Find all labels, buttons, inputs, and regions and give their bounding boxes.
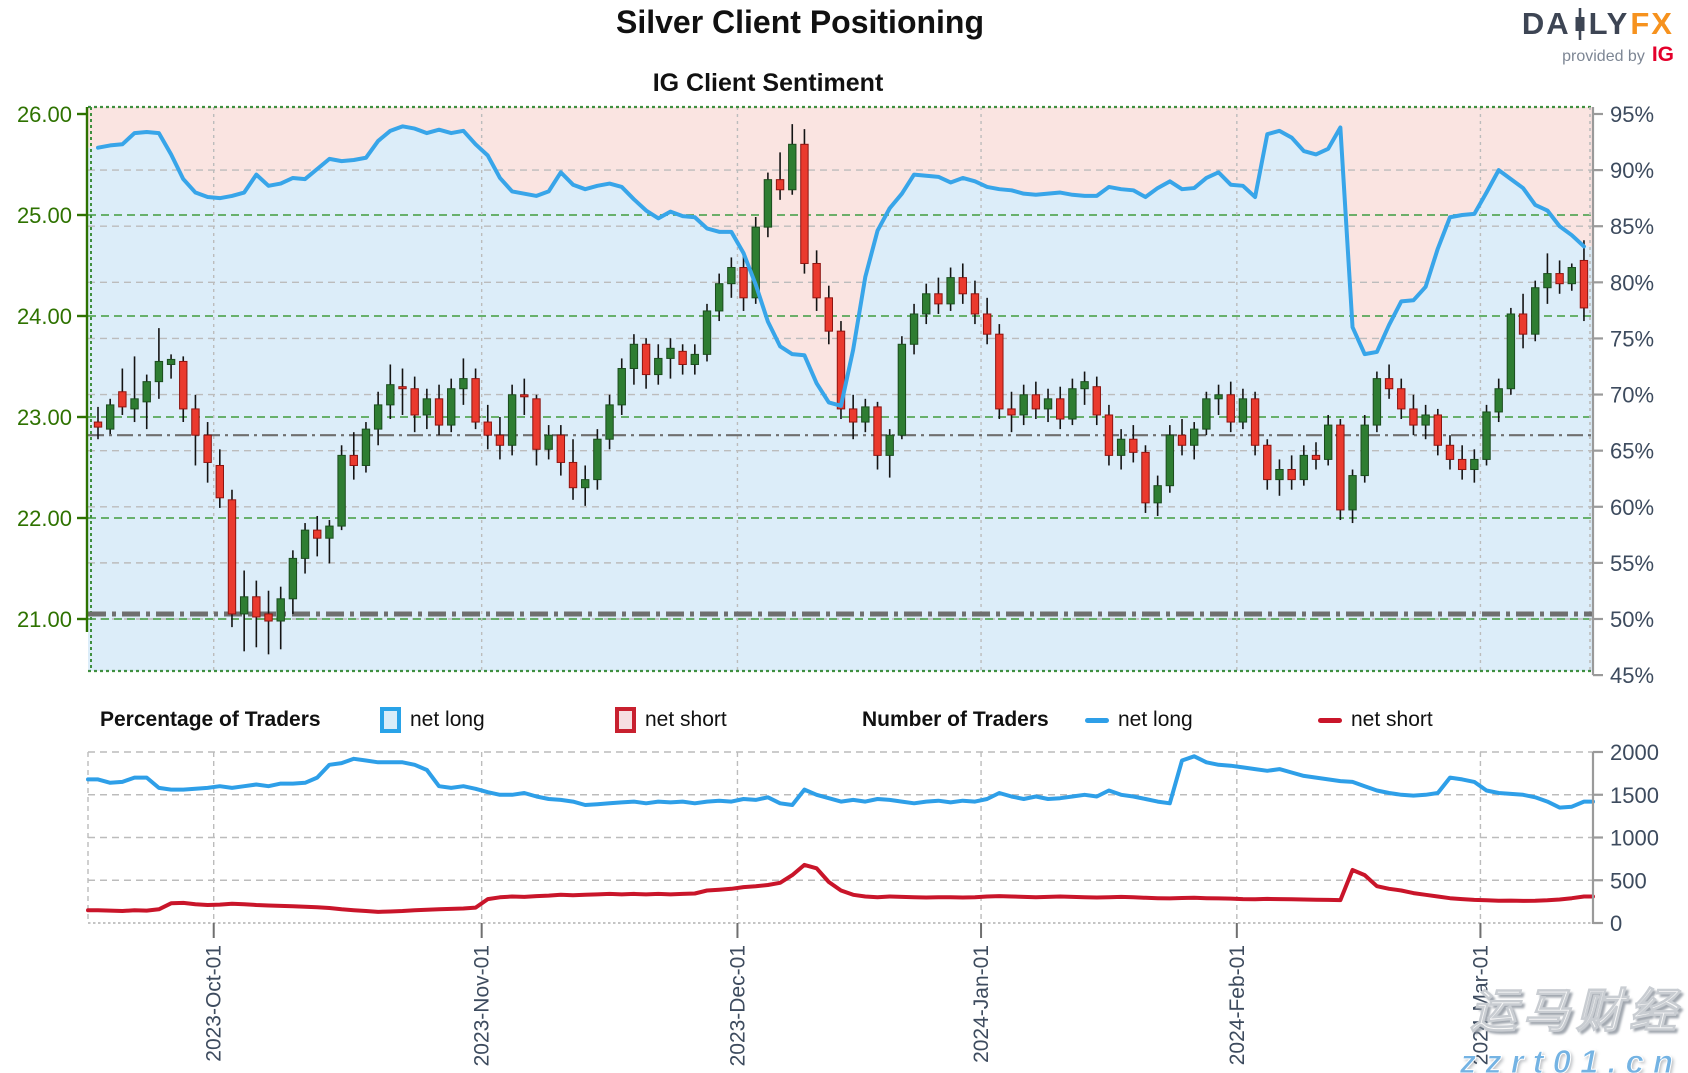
count-tick-label: 1000: [1610, 826, 1659, 851]
dailyfx-logo-wordmark: DA LY FX: [1522, 6, 1674, 42]
percent-tick-label: 50%: [1610, 607, 1654, 632]
legend-text-num-net-short: net short: [1351, 708, 1433, 731]
net-long-pct-line: [96, 124, 1586, 408]
date-tick-label: 2024-Mar-01: [1469, 945, 1492, 1065]
dailyfx-logo: DA LY FX provided by IG: [1522, 6, 1674, 67]
price-tick-label: 23.00: [17, 405, 72, 430]
chart-subtitle: IG Client Sentiment: [652, 69, 884, 97]
legend-item-num-net-short: net short: [1318, 703, 1433, 737]
net-long-pct-area-below: [88, 126, 1593, 672]
legend-text-num-net-long: net long: [1118, 708, 1193, 731]
percent-tick-label: 45%: [1610, 663, 1654, 688]
percent-tick-label: 80%: [1610, 270, 1654, 295]
net-long-pct-area-above: [88, 107, 1593, 406]
legend-item-num-net-long: net long: [1085, 703, 1193, 737]
date-tick-label: 2024-Feb-01: [1226, 945, 1249, 1065]
page-title: Silver Client Positioning: [615, 4, 985, 40]
percent-tick-label: 60%: [1610, 495, 1654, 520]
watermark-url-text: zzrt01.cn: [1459, 1043, 1682, 1073]
net-short-line-icon: [1318, 717, 1342, 723]
count-tick-label: 0: [1610, 911, 1622, 936]
count-tick-label: 2000: [1610, 740, 1659, 765]
price-tick-label: 21.00: [17, 607, 72, 632]
legend-item-pct-net-long: net long: [380, 703, 485, 737]
count-tick-label: 500: [1610, 868, 1647, 893]
legend-item-pct-net-short: net short: [615, 703, 727, 737]
traders-count-chart: 2000 1500 1000 500 0 2023-Oct-01 2023-Nov-01 20…: [86, 740, 1659, 1066]
legend-label-number-of-traders: Number of Traders: [862, 708, 1049, 731]
watermark-cn-text: 运马财经: [1469, 984, 1682, 1038]
provided-by-text: provided by: [1562, 48, 1645, 65]
date-tick-label: 2023-Nov-01: [471, 945, 494, 1066]
net-long-line-icon: [1085, 717, 1109, 723]
net-short-square-icon: [615, 707, 636, 733]
logo-text-fx: FX: [1630, 6, 1674, 41]
legend-label-percentage-of-traders: Percentage of Traders: [100, 708, 321, 731]
percent-tick-label: 95%: [1610, 102, 1654, 127]
logo-text-da: DA: [1521, 6, 1571, 41]
date-tick-label: 2023-Oct-01: [203, 945, 226, 1062]
watermark: 运马财经 zzrt01.cn: [1459, 972, 1682, 1073]
legend-text-pct-net-long: net long: [410, 708, 485, 731]
count-tick-label: 1500: [1610, 783, 1659, 808]
percent-tick-label: 75%: [1610, 326, 1654, 351]
percent-tick-label: 85%: [1610, 214, 1654, 239]
price-tick-label: 25.00: [17, 203, 72, 228]
candlestick-icon: [1575, 8, 1585, 40]
net-short-count-line: [86, 862, 1595, 914]
price-sentiment-chart: 26.00 25.00 24.00 23.00 22.00 21.00 95% 90% 85% 8…: [17, 102, 1654, 688]
legend-text-pct-net-short: net short: [645, 708, 727, 731]
chart-legend: Percentage of Traders net long net short…: [0, 703, 1688, 737]
date-tick-label: 2024-Jan-01: [970, 945, 993, 1063]
candles: [93, 124, 1589, 655]
price-tick-label: 24.00: [17, 304, 72, 329]
percent-tick-label: 90%: [1610, 158, 1654, 183]
ig-logo: IG: [1651, 43, 1674, 66]
percent-tick-label: 70%: [1610, 383, 1654, 408]
net-long-count-line: [86, 754, 1595, 810]
percent-tick-label: 55%: [1610, 551, 1654, 576]
percent-tick-label: 65%: [1610, 439, 1654, 464]
price-tick-label: 26.00: [17, 102, 72, 127]
price-tick-label: 22.00: [17, 506, 72, 531]
logo-text-ly: LY: [1588, 6, 1630, 41]
date-tick-label: 2023-Dec-01: [726, 945, 749, 1066]
net-long-square-icon: [380, 707, 401, 733]
